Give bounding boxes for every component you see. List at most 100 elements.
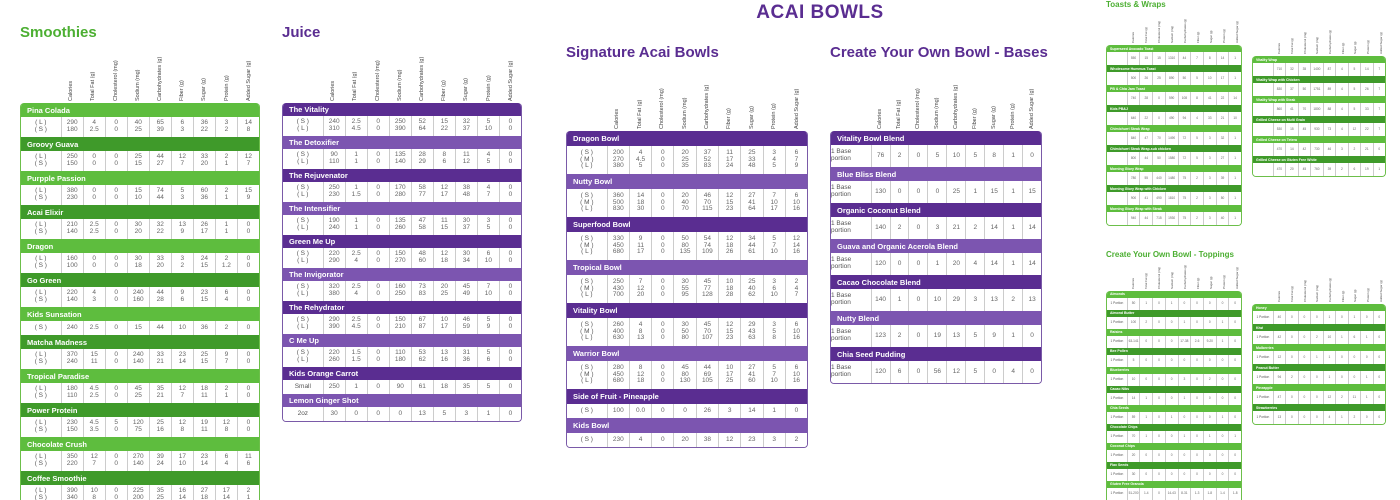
size-label: 1 Portion: [1107, 412, 1127, 425]
value-total-fat-g: 32: [1285, 63, 1297, 76]
value-text: 120: [875, 367, 886, 375]
size-label: [1253, 103, 1273, 116]
value-text: 1310: [1168, 55, 1176, 60]
value-total-fat-g: 0: [1285, 311, 1297, 324]
value-text: 0: [92, 160, 97, 167]
size-text: 1 Portion: [1256, 354, 1270, 359]
item-name-the-intensifier: The Intensifier: [283, 202, 521, 215]
size-text: ( S ): [296, 118, 309, 126]
value-text: 4: [486, 184, 491, 192]
value-text: 0: [92, 153, 97, 161]
value-text: 0: [1315, 414, 1318, 419]
value-total-fat-g: 8 12 18: [628, 361, 651, 389]
value-sugar-g: 14: [984, 253, 1003, 275]
value-sodium-mg: 14-43: [1164, 487, 1178, 500]
value-text: 1: [486, 409, 491, 417]
value-text: 14: [636, 191, 645, 199]
value-text: 0: [1145, 453, 1148, 458]
value-text: 72: [1182, 135, 1187, 140]
value-text: 1: [354, 151, 359, 159]
value-text: 0: [661, 162, 665, 170]
value-text: 1: [1234, 135, 1237, 140]
item-values-row: ( L )( S ) 220 140 4 3 0 0 240 160 44 28 9 6 23 15 6 4 0 0: [21, 287, 259, 307]
value-fiber-g: 2: [1335, 163, 1347, 176]
value-text: 120: [875, 259, 886, 267]
value-text: 80: [681, 334, 689, 342]
value-text: 33: [1208, 115, 1212, 120]
value-calories: 14: [1126, 392, 1140, 405]
value-text: 0: [1196, 472, 1198, 477]
item-values-row: 1 Portion 63-141 0 0 0 17-38 2-6 9-20 1 0: [1107, 335, 1241, 348]
value-text: 230: [612, 435, 624, 443]
value-text: 0: [1353, 374, 1356, 379]
value-text: 11: [1352, 394, 1356, 399]
value-added-sugar-g: 0: [1372, 331, 1385, 344]
value-text: 28: [726, 291, 734, 299]
value-sugar-g: 0: [1347, 371, 1360, 384]
value-text: 5: [442, 409, 447, 417]
column-header-sugar-g: Sugar (g): [1353, 41, 1358, 54]
size-text: 1 Portion: [1110, 396, 1124, 401]
value-text: 240: [132, 289, 144, 297]
value-text: 2: [897, 151, 902, 159]
value-text: 2.5: [351, 316, 361, 324]
item-name-vitality-bowl: Vitality Bowl: [567, 303, 807, 318]
value-total-fat-g: 2.5 2.5: [82, 219, 105, 239]
column-header-fiber-g: Fiber (g): [441, 80, 448, 101]
value-text: 9-20: [1206, 339, 1213, 344]
value-text: 33: [156, 351, 164, 359]
value-total-fat-g: 47: [1139, 132, 1152, 145]
value-text: 1: [1315, 354, 1318, 359]
value-text: 1930: [1168, 215, 1176, 220]
item-name-bee-pollen: Bee Pollen: [1107, 348, 1241, 355]
value-text: 14: [990, 259, 998, 267]
value-text: 3.5: [89, 426, 99, 433]
value-text: 1-8: [1207, 491, 1213, 496]
value-text: 240: [328, 118, 340, 126]
value-text: 8: [772, 334, 776, 342]
value-text: 2: [897, 331, 902, 339]
value-text: 34: [462, 257, 470, 264]
value-text: 4: [1340, 66, 1343, 71]
value-text: 50: [1131, 301, 1136, 306]
value-text: 7: [246, 160, 251, 167]
value-text: 450: [612, 370, 624, 378]
size-text: 1 Portion: [1110, 434, 1124, 439]
value-text: 0: [114, 187, 119, 195]
value-sugar-g: 11 12: [454, 149, 477, 169]
column-header-protein-g: Protein (g): [1221, 28, 1226, 43]
value-text: 18: [440, 257, 448, 264]
size-text: ( S ): [34, 228, 47, 235]
value-text: 860: [1276, 106, 1283, 111]
value-calories: 12: [1272, 351, 1285, 364]
value-text: 0: [1303, 414, 1306, 419]
item-values-row: ( L )( S ) 350 220 12 7 0 0 270 140 39 24 17 10 23 14 6…: [21, 451, 259, 471]
value-protein-g: 1: [1003, 253, 1022, 275]
value-text: 250: [66, 153, 78, 161]
value-fiber-g: 4: [1335, 123, 1347, 136]
value-sugar-g: 36: [192, 321, 215, 335]
size-text: ( L ): [297, 290, 309, 297]
value-fiber-g: 0: [1190, 468, 1203, 481]
size-label: 1 Base portion: [831, 253, 871, 275]
value-cholesterol-mg: 715: [1152, 212, 1165, 225]
value-text: 800: [1130, 155, 1137, 160]
size-label: 1 Portion: [1107, 317, 1127, 330]
value-text: 38: [703, 435, 711, 443]
size-label: 1 Portion: [1107, 374, 1127, 387]
value-text: 0: [1170, 320, 1173, 325]
value-protein-g: 17: [1215, 72, 1229, 85]
value-sugar-g: 27 41 60: [740, 361, 762, 389]
value-total-fat-g: 0: [1139, 354, 1152, 367]
value-text: 340: [66, 494, 78, 500]
item-values-row: ( S )( L ) 90 110 1 1 0 0 135 140 28 29 8 6 11 12 4 5 0 0: [283, 149, 521, 169]
value-text: 13: [440, 349, 448, 357]
value-text: 3: [486, 217, 491, 225]
value-fiber-g: 15 22: [432, 116, 455, 136]
value-text: 390: [66, 487, 78, 495]
